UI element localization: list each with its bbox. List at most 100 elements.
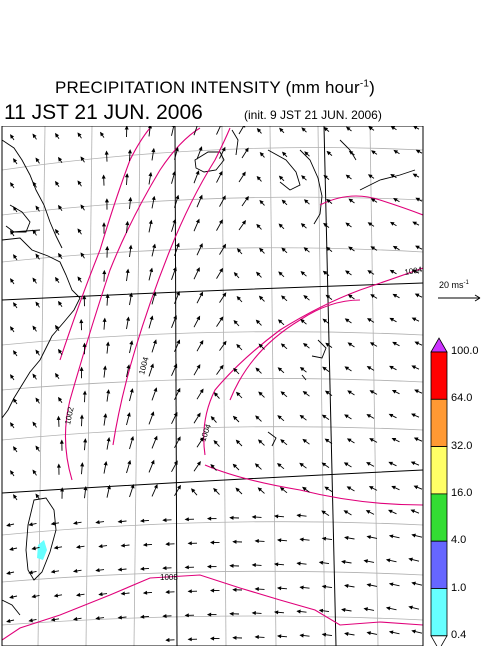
wind-vector-head — [344, 535, 349, 540]
wind-vector-head — [278, 175, 284, 180]
wind-vector-head — [54, 132, 60, 138]
wind-vector-head — [255, 319, 261, 325]
wind-vector-head — [54, 180, 60, 186]
wind-vector-head — [105, 341, 110, 346]
wind-vector-head — [83, 485, 88, 491]
wind-vector-head — [35, 493, 40, 499]
wind-vector-head — [229, 515, 234, 520]
wind-vector-head — [251, 610, 256, 616]
wind-vector-head — [318, 560, 324, 565]
wind-vector-head — [324, 438, 330, 443]
wind-vector-head — [256, 175, 261, 181]
wind-vector-head — [389, 317, 395, 322]
wind-vector-head — [199, 388, 204, 394]
wind-vector-head — [367, 174, 373, 179]
wind-vector-head — [258, 391, 263, 396]
wind-vector-head — [56, 415, 61, 420]
wind-vector-head — [273, 562, 279, 567]
wind-vector-head — [411, 581, 416, 586]
wind-vector-head — [218, 219, 223, 224]
wind-vector-head — [198, 194, 203, 200]
wind-vector-head — [371, 150, 376, 155]
wind-vector-head — [369, 342, 375, 347]
wind-vector-head — [258, 343, 263, 348]
wind-vector-head — [296, 513, 301, 518]
wind-vector-head — [366, 414, 372, 418]
wind-vector-head — [367, 318, 372, 323]
wind-vector-head — [280, 439, 285, 444]
wind-vector-head — [35, 397, 40, 403]
wind-vector-head — [117, 519, 123, 524]
wind-vector-head — [251, 562, 256, 568]
wind-vector-head — [369, 390, 375, 394]
wind-vector-head — [235, 391, 241, 397]
wind-vector-head — [324, 390, 330, 395]
wind-vector-head — [57, 300, 63, 306]
colorbar-level-label: 32.0 — [451, 439, 473, 452]
wind-vector-head — [279, 127, 284, 133]
wind-vector-head — [174, 146, 179, 152]
wind-vector-head — [277, 415, 282, 420]
wind-vector-head — [79, 318, 84, 324]
colorbar-level-label: 4.0 — [451, 534, 467, 547]
wind-vector-head — [385, 606, 391, 611]
wind-vector-head — [370, 246, 376, 251]
colorbar-segment — [430, 540, 448, 589]
weather-map: 1002 1004 1004 1008 1004 — [1, 126, 424, 646]
wind-vector-head — [255, 271, 261, 277]
wind-vector-head — [210, 416, 216, 421]
wind-vector-head — [322, 318, 327, 323]
wind-vector-head — [54, 228, 60, 234]
wind-vector-head — [32, 181, 37, 187]
wind-vector-head — [414, 341, 420, 346]
wind-vector-head — [390, 126, 396, 130]
scale-arrow — [438, 294, 481, 302]
wind-vector-head — [171, 170, 176, 176]
wind-vector-head — [150, 363, 154, 368]
wind-vector-head — [12, 302, 18, 307]
wind-vector-head — [325, 294, 331, 299]
wind-vector-head — [175, 194, 180, 200]
wind-vector-head — [99, 131, 105, 137]
wind-vector-head — [236, 248, 242, 253]
wind-vector-head — [323, 222, 328, 228]
wind-vector-head — [388, 413, 394, 418]
wind-vector-head — [366, 462, 371, 466]
wind-vector-head — [281, 199, 287, 204]
wind-vector-head — [347, 390, 352, 395]
wind-vector-head — [95, 520, 100, 525]
wind-vector-head — [299, 537, 304, 542]
isobars — [2, 127, 423, 641]
wind-vector-head — [368, 486, 374, 490]
wind-vector-head — [139, 566, 145, 571]
colorbar-under-triangle — [430, 635, 448, 646]
wind-vector-head — [210, 588, 215, 593]
wind-vector-head — [173, 363, 178, 369]
wind-vector-head — [148, 219, 153, 225]
wind-vector-head — [196, 315, 201, 321]
wind-vector-head — [172, 218, 177, 224]
wind-vector-head — [233, 367, 238, 373]
wind-vector-head — [229, 611, 234, 616]
wind-vector-head — [142, 590, 148, 595]
wind-vector-head — [120, 543, 125, 548]
wind-vector-head — [165, 589, 170, 595]
wind-vector-head — [273, 610, 279, 615]
wind-vector-head — [139, 518, 145, 523]
wind-vector-head — [128, 244, 133, 250]
wind-vector-head — [411, 533, 416, 538]
wind-vector-head — [232, 415, 238, 421]
wind-vector-head — [323, 174, 328, 180]
wind-vector-head — [408, 605, 413, 610]
wind-vector-head — [278, 271, 283, 276]
wind-vector-head — [408, 557, 413, 562]
colorbar-level-label: 100.0 — [451, 345, 479, 357]
title-close: ) — [369, 78, 376, 97]
wind-vector-head — [128, 196, 133, 202]
wind-vector-head — [257, 487, 263, 492]
wind-vector-head — [9, 374, 15, 379]
wind-vector-head — [32, 229, 37, 235]
wind-vector-head — [365, 510, 371, 514]
wind-vector-head — [117, 567, 123, 572]
wind-vector-head — [35, 157, 40, 163]
